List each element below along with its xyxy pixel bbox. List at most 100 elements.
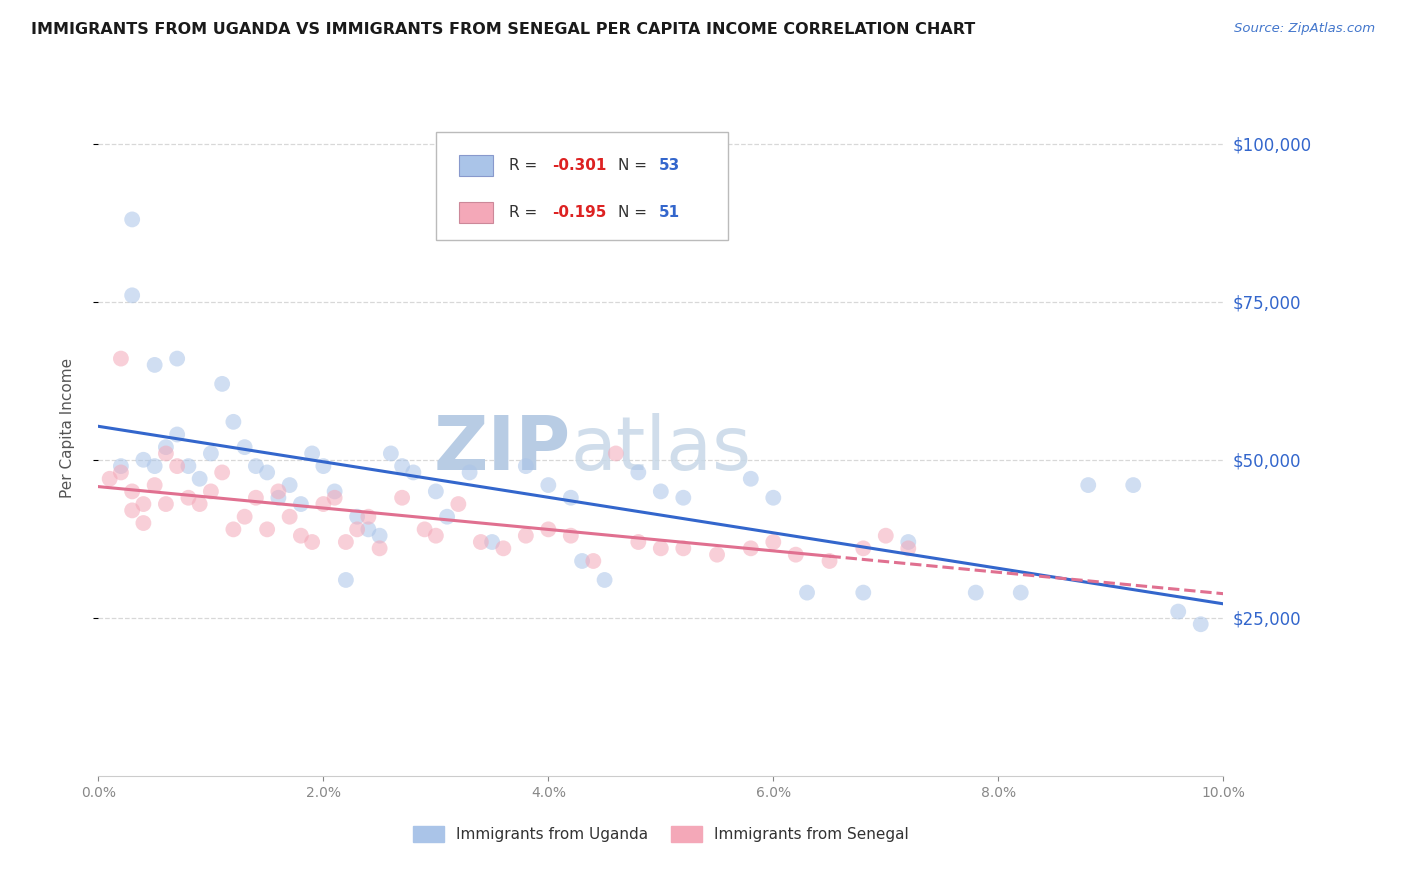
Text: R =: R = [509,205,543,220]
Point [897,541,920,556]
Point [391,459,413,474]
Point [357,509,380,524]
Text: atlas: atlas [571,412,752,485]
Point [1122,478,1144,492]
Point [132,516,155,530]
Text: Source: ZipAtlas.com: Source: ZipAtlas.com [1234,22,1375,36]
Point [965,585,987,599]
Point [166,459,188,474]
Point [256,522,278,536]
Point [323,491,346,505]
Point [515,529,537,543]
Point [1167,605,1189,619]
Point [245,491,267,505]
Point [515,459,537,474]
Point [155,446,177,460]
Point [110,351,132,366]
Point [447,497,470,511]
Point [267,491,290,505]
Point [177,491,200,505]
Point [346,522,368,536]
Point [278,478,301,492]
Point [312,459,335,474]
Point [762,535,785,549]
Point [593,573,616,587]
Text: -0.195: -0.195 [551,205,606,220]
Point [740,472,762,486]
Point [785,548,807,562]
FancyBboxPatch shape [460,202,494,223]
Point [897,535,920,549]
Point [143,478,166,492]
Point [740,541,762,556]
Text: 53: 53 [658,158,681,173]
Point [672,541,695,556]
Point [391,491,413,505]
Point [166,427,188,442]
Point [346,509,368,524]
Point [188,472,211,486]
Point [650,484,672,499]
Point [1010,585,1032,599]
Text: ZIP: ZIP [433,412,571,485]
Point [368,529,391,543]
Point [672,491,695,505]
FancyBboxPatch shape [460,155,494,176]
Point [571,554,593,568]
Text: -0.301: -0.301 [551,158,606,173]
Text: R =: R = [509,158,543,173]
Point [155,440,177,454]
Point [323,484,346,499]
Text: IMMIGRANTS FROM UGANDA VS IMMIGRANTS FROM SENEGAL PER CAPITA INCOME CORRELATION : IMMIGRANTS FROM UGANDA VS IMMIGRANTS FRO… [31,22,976,37]
Point [413,522,436,536]
Point [155,497,177,511]
Point [796,585,818,599]
Point [312,497,335,511]
Legend: Immigrants from Uganda, Immigrants from Senegal: Immigrants from Uganda, Immigrants from … [406,821,915,848]
Point [425,529,447,543]
Point [1189,617,1212,632]
Point [627,466,650,480]
Point [402,466,425,480]
Point [537,522,560,536]
Point [368,541,391,556]
Point [222,522,245,536]
Point [233,509,256,524]
Text: 51: 51 [658,205,679,220]
Point [492,541,515,556]
Point [211,466,233,480]
Point [290,497,312,511]
Point [188,497,211,511]
Text: N =: N = [619,158,652,173]
Point [233,440,256,454]
Point [852,541,875,556]
Point [290,529,312,543]
Point [222,415,245,429]
Point [98,472,121,486]
Point [121,503,143,517]
Point [110,466,132,480]
Point [110,459,132,474]
Point [121,484,143,499]
Point [267,484,290,499]
Point [177,459,200,474]
Point [132,497,155,511]
Point [211,376,233,391]
Point [560,529,582,543]
Point [132,452,155,467]
Text: N =: N = [619,205,652,220]
Point [582,554,605,568]
Point [166,351,188,366]
FancyBboxPatch shape [436,132,728,240]
Point [245,459,267,474]
Point [762,491,785,505]
Point [650,541,672,556]
Point [470,535,492,549]
Point [143,459,166,474]
Point [121,212,143,227]
Point [121,288,143,302]
Point [436,509,458,524]
Point [143,358,166,372]
Point [605,446,627,460]
Point [335,535,357,549]
